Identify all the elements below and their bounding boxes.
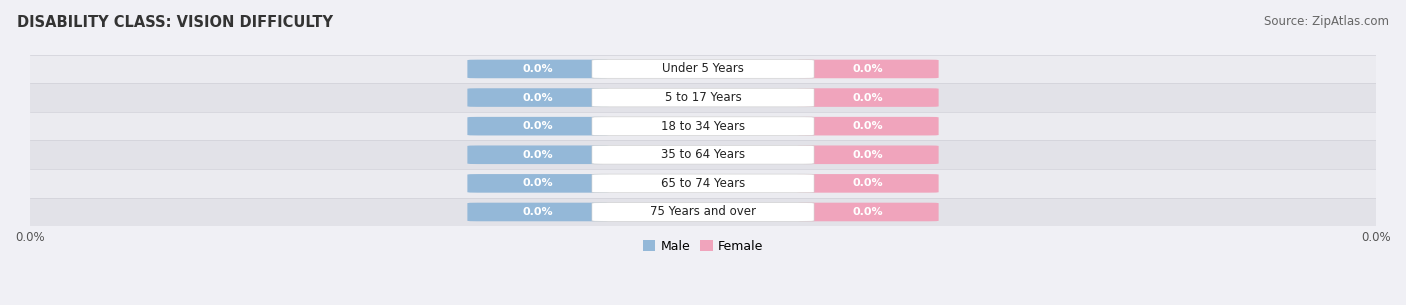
Bar <box>30 169 1376 198</box>
Text: 65 to 74 Years: 65 to 74 Years <box>661 177 745 190</box>
Text: 0.0%: 0.0% <box>852 121 883 131</box>
FancyBboxPatch shape <box>467 174 609 193</box>
Bar <box>30 83 1376 112</box>
Text: 5 to 17 Years: 5 to 17 Years <box>665 91 741 104</box>
FancyBboxPatch shape <box>797 117 939 135</box>
FancyBboxPatch shape <box>467 117 609 135</box>
Text: 0.0%: 0.0% <box>523 178 554 188</box>
FancyBboxPatch shape <box>797 88 939 107</box>
Text: 0.0%: 0.0% <box>852 64 883 74</box>
FancyBboxPatch shape <box>592 203 814 221</box>
Text: 0.0%: 0.0% <box>852 207 883 217</box>
FancyBboxPatch shape <box>797 60 939 78</box>
Text: 18 to 34 Years: 18 to 34 Years <box>661 120 745 133</box>
FancyBboxPatch shape <box>467 60 609 78</box>
FancyBboxPatch shape <box>592 174 814 193</box>
Text: Under 5 Years: Under 5 Years <box>662 63 744 75</box>
FancyBboxPatch shape <box>467 145 609 164</box>
Text: Source: ZipAtlas.com: Source: ZipAtlas.com <box>1264 15 1389 28</box>
Text: 0.0%: 0.0% <box>852 150 883 160</box>
FancyBboxPatch shape <box>797 145 939 164</box>
FancyBboxPatch shape <box>592 145 814 164</box>
Legend: Male, Female: Male, Female <box>638 235 768 258</box>
Text: 0.0%: 0.0% <box>852 178 883 188</box>
Text: 0.0%: 0.0% <box>523 64 554 74</box>
FancyBboxPatch shape <box>467 203 609 221</box>
Bar <box>30 112 1376 141</box>
Text: 35 to 64 Years: 35 to 64 Years <box>661 148 745 161</box>
FancyBboxPatch shape <box>592 117 814 135</box>
Bar <box>30 198 1376 226</box>
Bar <box>30 55 1376 83</box>
Text: 75 Years and over: 75 Years and over <box>650 206 756 218</box>
FancyBboxPatch shape <box>592 88 814 107</box>
Text: 0.0%: 0.0% <box>852 92 883 102</box>
Text: 0.0%: 0.0% <box>523 121 554 131</box>
FancyBboxPatch shape <box>797 203 939 221</box>
Bar <box>30 141 1376 169</box>
Text: DISABILITY CLASS: VISION DIFFICULTY: DISABILITY CLASS: VISION DIFFICULTY <box>17 15 333 30</box>
FancyBboxPatch shape <box>592 60 814 78</box>
Text: 0.0%: 0.0% <box>523 92 554 102</box>
Text: 0.0%: 0.0% <box>523 207 554 217</box>
FancyBboxPatch shape <box>797 174 939 193</box>
Text: 0.0%: 0.0% <box>523 150 554 160</box>
FancyBboxPatch shape <box>467 88 609 107</box>
